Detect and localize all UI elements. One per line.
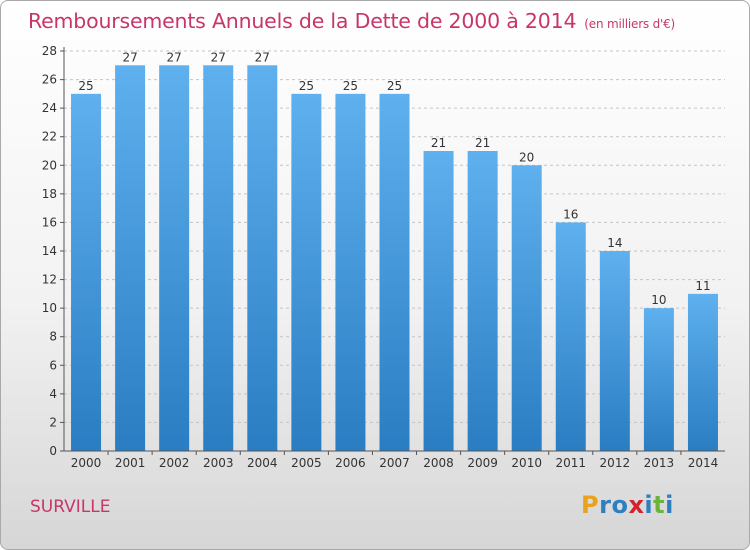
x-tick-label: 2000 (71, 456, 102, 470)
y-tick-label: 20 (42, 158, 57, 172)
bar (203, 65, 234, 452)
x-tick-label: 2003 (203, 456, 234, 470)
bar (687, 293, 718, 451)
x-tick-label: 2001 (115, 456, 146, 470)
bar-value-label: 27 (255, 50, 270, 64)
bar-value-label: 25 (78, 79, 93, 93)
bar-value-label: 14 (607, 236, 622, 250)
bar (467, 151, 498, 451)
y-tick-label: 2 (49, 415, 57, 429)
y-tick-label: 0 (49, 444, 57, 458)
bar-value-label: 20 (519, 150, 534, 164)
logo-letter: x (628, 491, 645, 519)
chart-title: Remboursements Annuels de la Dette de 20… (28, 9, 676, 33)
x-tick-label: 2010 (511, 456, 542, 470)
x-tick-label: 2011 (555, 456, 586, 470)
x-tick-label: 2014 (688, 456, 719, 470)
y-tick-label: 6 (49, 358, 57, 372)
bar-value-label: 25 (343, 79, 358, 93)
x-tick-label: 2008 (423, 456, 454, 470)
x-tick-label: 2009 (467, 456, 498, 470)
y-tick-label: 8 (49, 330, 57, 344)
bar (291, 93, 322, 451)
bar (643, 308, 674, 451)
logo-letter: t (653, 491, 666, 519)
bar (511, 165, 542, 452)
bar-value-label: 25 (387, 79, 402, 93)
chart-unit: (en milliers d'€) (584, 17, 676, 31)
y-tick-label: 26 (42, 73, 57, 87)
x-tick-label: 2002 (159, 456, 190, 470)
y-tick-label: 22 (42, 130, 57, 144)
bar (71, 93, 102, 451)
bar-value-label: 25 (299, 79, 314, 93)
y-tick-label: 16 (42, 215, 57, 229)
y-tick-label: 12 (42, 273, 57, 287)
x-tick-label: 2004 (247, 456, 278, 470)
logo-letter: o (611, 491, 629, 519)
y-tick-label: 10 (42, 301, 57, 315)
x-tick-label: 2013 (644, 456, 675, 470)
bar-value-label: 16 (563, 207, 578, 221)
bar-value-label: 10 (651, 293, 666, 307)
bar-value-label: 27 (122, 50, 137, 64)
y-tick-label: 24 (42, 101, 57, 115)
bar (335, 93, 366, 451)
bar-value-label: 21 (431, 136, 446, 150)
bar (555, 222, 586, 451)
bar (247, 65, 278, 452)
bar-value-label: 27 (167, 50, 182, 64)
y-tick-label: 14 (42, 244, 57, 258)
bar (115, 65, 146, 452)
bar (379, 93, 410, 451)
y-tick-label: 28 (42, 44, 57, 58)
bar (159, 65, 190, 452)
bar-value-label: 27 (211, 50, 226, 64)
logo-letter: P (581, 491, 600, 519)
y-tick-label: 18 (42, 187, 57, 201)
proxiti-logo[interactable]: Proxiti (581, 491, 674, 519)
x-tick-label: 2012 (600, 456, 631, 470)
bar-value-label: 11 (695, 279, 710, 293)
bar-value-label: 21 (475, 136, 490, 150)
logo-letter: i (665, 491, 674, 519)
bar (599, 251, 630, 451)
logo-letter: i (644, 491, 654, 519)
bar (423, 151, 454, 451)
y-tick-label: 4 (49, 387, 57, 401)
logo-letter: r (599, 491, 612, 519)
x-tick-label: 2007 (379, 456, 410, 470)
x-tick-label: 2005 (291, 456, 322, 470)
city-name: SURVILLE (30, 497, 111, 517)
x-tick-label: 2006 (335, 456, 366, 470)
